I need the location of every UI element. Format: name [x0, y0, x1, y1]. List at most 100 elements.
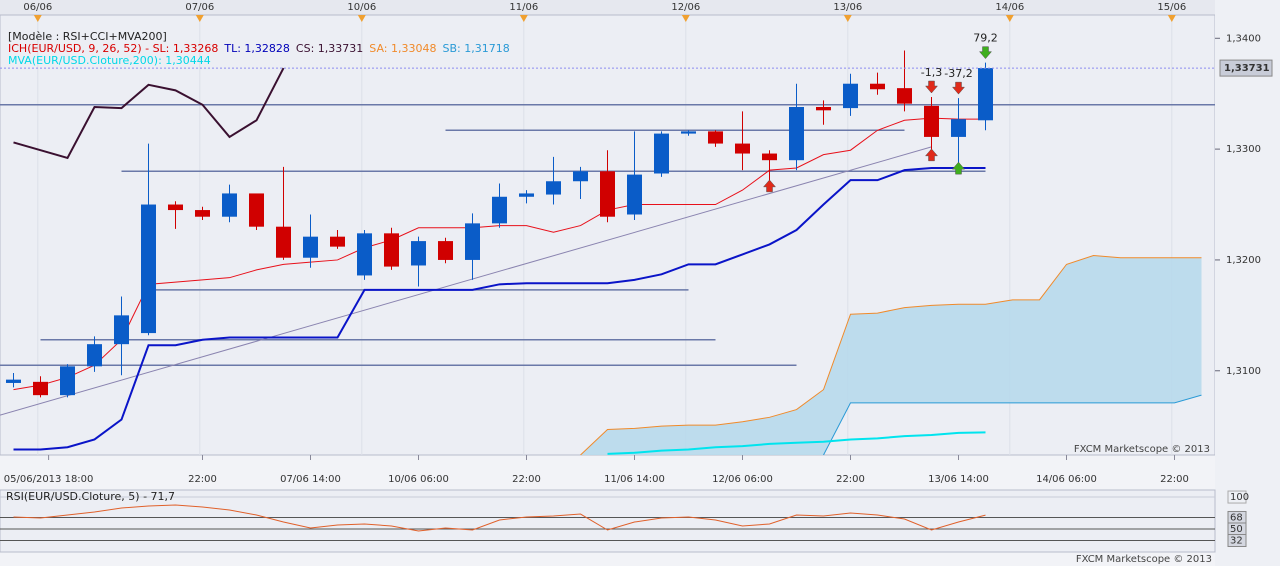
- trend-line: [0, 146, 932, 416]
- candle-body: [762, 153, 777, 161]
- rsi-tick-label: 32: [1230, 535, 1243, 546]
- top-tick-marker: [681, 15, 690, 22]
- x-tick-label: 12/06 06:00: [712, 474, 773, 485]
- signal-label: -1,3: [921, 66, 942, 79]
- top-tick-label: 06/06: [23, 2, 52, 13]
- candle-body: [303, 236, 318, 258]
- candle-body: [951, 119, 966, 137]
- top-tick-label: 13/06: [833, 2, 862, 13]
- candle-body: [978, 68, 993, 121]
- watermark: FXCM Marketscope © 2013: [1074, 444, 1210, 455]
- candle-body: [573, 171, 588, 182]
- candle-body: [843, 83, 858, 109]
- candle-body: [357, 233, 372, 276]
- top-tick-marker: [195, 15, 204, 22]
- candle-body: [492, 196, 507, 224]
- candle-body: [438, 241, 453, 260]
- signal-arrow: [924, 148, 939, 162]
- x-tick-label: 10/06 06:00: [388, 474, 449, 485]
- chart-layer: 06/06 07/06 10/06 11/06 12/06 13/06 14/06 15/06…: [0, 2, 1273, 547]
- candle-body: [519, 193, 534, 197]
- last-price-label: 1,33731: [1224, 63, 1270, 74]
- indicator-line: [13, 166, 986, 451]
- candle-body: [627, 174, 642, 215]
- signal-arrow: [978, 46, 993, 60]
- top-tick-marker: [357, 15, 366, 22]
- legend-entry: CS: 1,33731: [296, 42, 363, 55]
- x-tick-label: 22:00: [512, 474, 541, 485]
- top-tick-label: 10/06: [347, 2, 376, 13]
- candle-body: [168, 204, 183, 211]
- candle-body: [60, 366, 75, 396]
- signal-arrow: [762, 179, 777, 193]
- y-tick-label: 1,3200: [1226, 255, 1261, 266]
- indicator-line: [607, 431, 986, 455]
- candle-body: [681, 131, 696, 134]
- top-tick-marker: [843, 15, 852, 22]
- indicator-line: [580, 254, 1202, 455]
- x-tick-label: 05/06/2013 18:00: [4, 474, 94, 485]
- signal-label: 79,2: [973, 32, 998, 45]
- rsi-line: [13, 504, 986, 532]
- main-series: [0, 50, 1215, 455]
- candle-body: [708, 131, 723, 144]
- rsi-plot: [0, 489, 1216, 553]
- top-tick-label: 07/06: [185, 2, 214, 13]
- price-axis-band: [1215, 0, 1280, 566]
- candle-body: [141, 204, 156, 334]
- candle-body: [924, 105, 939, 137]
- rsi-title: RSI(EUR/USD.Cloture, 5) - 71,7: [6, 490, 175, 503]
- candle-body: [276, 226, 291, 258]
- candle-body: [195, 210, 210, 217]
- candle-body: [546, 181, 561, 195]
- x-tick-label: 22:00: [188, 474, 217, 485]
- legend-entry: ICH(EUR/USD, 9, 26, 52) - SL: 1,33268: [8, 42, 218, 55]
- y-tick-label: 1,3100: [1226, 366, 1261, 377]
- candle-body: [870, 83, 885, 90]
- candle-body: [330, 236, 345, 247]
- x-tick-label: 14/06 06:00: [1036, 474, 1097, 485]
- candle-body: [789, 106, 804, 161]
- cloud-fill: [580, 255, 1202, 455]
- candle-body: [654, 133, 669, 174]
- candle-body: [114, 315, 129, 345]
- rsi-series: [0, 496, 1215, 541]
- signal-arrow: [951, 161, 966, 175]
- candle-body: [897, 88, 912, 104]
- candle-body: [222, 193, 237, 217]
- rsi-tick-box: [1227, 533, 1247, 547]
- indicator-line: [823, 394, 1202, 455]
- legend-entry: TL: 1,32828: [223, 42, 290, 55]
- legend-entry: SA: 1,33048: [369, 42, 436, 55]
- signal-arrow: [951, 81, 966, 95]
- top-tick-label: 12/06: [671, 2, 700, 13]
- candle-body: [411, 241, 426, 266]
- top-tick-marker: [1167, 15, 1176, 22]
- top-tick-marker: [519, 15, 528, 22]
- candle-body: [384, 233, 399, 267]
- candle-body: [249, 193, 264, 227]
- x-tick-label: 22:00: [836, 474, 865, 485]
- rsi-tick-label: 50: [1230, 524, 1243, 535]
- top-tick-label: 14/06: [995, 2, 1024, 13]
- candle-body: [600, 171, 615, 217]
- top-tick-marker: [1005, 15, 1014, 22]
- candle-body: [465, 223, 480, 260]
- top-tick-marker: [33, 15, 42, 22]
- top-tick-label: 15/06: [1157, 2, 1186, 13]
- x-tick-label: 11/06 14:00: [604, 474, 665, 485]
- top-tick-label: 11/06: [509, 2, 538, 13]
- y-tick-label: 1,3400: [1226, 33, 1261, 44]
- indicator-legend: ICH(EUR/USD, 9, 26, 52) - SL: 1,33268 TL:…: [8, 42, 510, 55]
- rsi-tick-label: 100: [1230, 492, 1249, 503]
- candle-body: [816, 106, 831, 111]
- y-tick-label: 1,3300: [1226, 144, 1261, 155]
- candle-body: [735, 143, 750, 154]
- rsi-tick-label: 68: [1230, 512, 1243, 523]
- signal-arrow: [924, 80, 939, 94]
- x-tick-label: 22:00: [1160, 474, 1189, 485]
- candle-body: [6, 379, 21, 383]
- watermark: FXCM Marketscope © 2013: [1076, 554, 1212, 565]
- legend-entry: SB: 1,31718: [443, 42, 510, 55]
